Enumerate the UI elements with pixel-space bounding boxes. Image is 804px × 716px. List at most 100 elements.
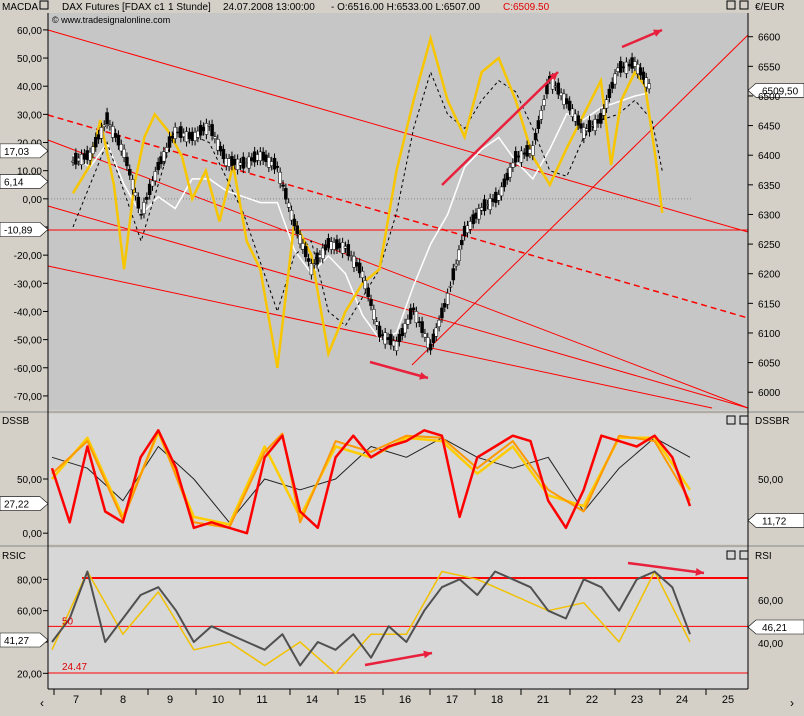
- x-tick-label: 21: [537, 694, 549, 706]
- last-price-label: 6509,50: [762, 86, 799, 97]
- stoch-red-line: [50, 429, 692, 535]
- rsi-arrow-down-head: [695, 568, 704, 576]
- stoch-left-label: DSSB: [2, 416, 30, 427]
- price-candle-body: [315, 252, 319, 265]
- price-candle-body: [451, 268, 456, 281]
- price-candle-body: [303, 246, 308, 258]
- rsi-right-tick-label: 40,00: [758, 639, 783, 650]
- price-candle-body: [360, 271, 365, 279]
- rsi-left-tick-label: 20,00: [17, 669, 42, 680]
- price-candle-body: [93, 136, 98, 148]
- price-left-badge: [0, 174, 49, 189]
- price-candle-body: [278, 171, 282, 184]
- price-left-badge-label: -10,89: [4, 225, 33, 236]
- minimize-icon[interactable]: [39, 0, 49, 10]
- price-candle-body: [210, 124, 214, 137]
- price-candle-body: [613, 73, 617, 85]
- price-right-tick-label: 6600: [758, 33, 781, 44]
- price-left-tick-label: 10,00: [17, 167, 42, 178]
- price-candle-body: [247, 156, 251, 169]
- maximize-icon[interactable]: [726, 0, 736, 10]
- price-candle-body: [321, 247, 325, 259]
- price-candle-body: [471, 214, 475, 225]
- price-candle-body: [496, 194, 501, 201]
- price-candle-body: [258, 151, 263, 162]
- price-candle-body: [238, 162, 243, 166]
- last-price-badge: [747, 83, 804, 98]
- right-axis: 6509,50 6600 6550 6500 6450 6400 6350 6300 6250 6…: [747, 33, 804, 650]
- rsi-pane: 50 24.47: [48, 561, 748, 675]
- scroll-right-icon: ›: [790, 696, 794, 710]
- price-candle-body: [462, 225, 467, 237]
- price-candle-body: [82, 153, 87, 160]
- chart-header: MACDA DAX Futures [FDAX c1 1 Stunde] 24.…: [2, 2, 784, 25]
- price-candle-body: [272, 157, 277, 170]
- price-candle-body: [76, 157, 81, 162]
- price-candle-body: [394, 341, 399, 351]
- price-candle-body: [179, 126, 183, 138]
- x-tick-label: 16: [399, 694, 411, 706]
- price-candle-body: [145, 196, 149, 200]
- price-candle-body: [494, 191, 498, 203]
- price-candle-body: [244, 162, 248, 164]
- price-candle-body: [485, 204, 490, 206]
- price-candle-body: [440, 307, 444, 319]
- rsi-maximize-icon[interactable]: [726, 550, 736, 560]
- price-candle-body: [295, 225, 299, 235]
- price-left-tick-label: 40,00: [17, 82, 42, 93]
- price-candle-body: [411, 307, 416, 311]
- stoch-right-label: DSSBR: [755, 416, 789, 427]
- price-candle-body: [323, 244, 328, 251]
- stoch-pane-bg: [48, 414, 748, 544]
- price-candle-body: [96, 134, 101, 140]
- datetime-label: 24.07.2008 13:00:00: [223, 2, 315, 13]
- price-right-tick-label: 6250: [758, 240, 781, 251]
- price-candle-body: [593, 119, 597, 131]
- macd-signal-line: [72, 70, 663, 327]
- uptrend-line: [411, 34, 749, 366]
- price-candle-body: [525, 145, 529, 157]
- price-candle-body: [601, 108, 606, 116]
- stoch-maximize-icon[interactable]: [726, 415, 736, 425]
- price-candle-body: [85, 150, 89, 160]
- price-candle-body: [130, 179, 135, 191]
- close-icon[interactable]: [739, 0, 749, 10]
- rsi-dark-line: [51, 570, 691, 667]
- price-candle-body: [576, 115, 580, 126]
- price-candle-body: [454, 263, 458, 267]
- price-candle-body: [255, 154, 260, 161]
- rsi-left-label: RSIC: [2, 551, 26, 562]
- price-candle-body: [156, 162, 160, 171]
- price-candle-body: [71, 160, 75, 163]
- price-right-tick-label: 6100: [758, 329, 781, 340]
- rsi-arrow-up: [364, 651, 433, 667]
- price-candle-body: [468, 221, 473, 230]
- price-left-badge: [0, 143, 49, 159]
- rsi-right-tick-label: 60,00: [758, 596, 783, 607]
- price-candle-body: [542, 99, 546, 106]
- x-axis: 7 8 9 10 11 14 15 16 17 18 21 22 23 24 25 ‹ ›: [0, 13, 804, 710]
- price-right-tick-label: 6150: [758, 299, 781, 310]
- price-right-tick-label: 6050: [758, 359, 781, 370]
- price-right-tick-label: 6500: [758, 92, 781, 103]
- price-candle-body: [383, 332, 387, 345]
- white-line: [72, 92, 649, 340]
- price-candle-body: [329, 241, 334, 250]
- x-tick-label: 24: [676, 694, 688, 706]
- rsi-left-badge: [0, 632, 49, 648]
- price-candle-body: [116, 134, 121, 146]
- price-candle-body: [536, 120, 541, 129]
- price-candle-body: [91, 146, 95, 154]
- price-left-tick-label: 0,00: [23, 195, 43, 206]
- instrument-label: DAX Futures [FDAX c1: [62, 2, 165, 13]
- price-candle-body: [355, 262, 359, 267]
- price-candle-body: [596, 119, 600, 124]
- price-candle-body: [298, 234, 302, 245]
- price-candle-body: [301, 243, 305, 250]
- price-right-tick-label: 6000: [758, 388, 781, 399]
- price-left-tick-label: -30,00: [14, 279, 43, 290]
- price-candle-body: [516, 155, 521, 158]
- price-candle-body: [193, 132, 197, 142]
- rsi-left-tick-label: 60,00: [17, 607, 42, 618]
- copyright-label: © www.tradesignalonline.com: [52, 15, 170, 25]
